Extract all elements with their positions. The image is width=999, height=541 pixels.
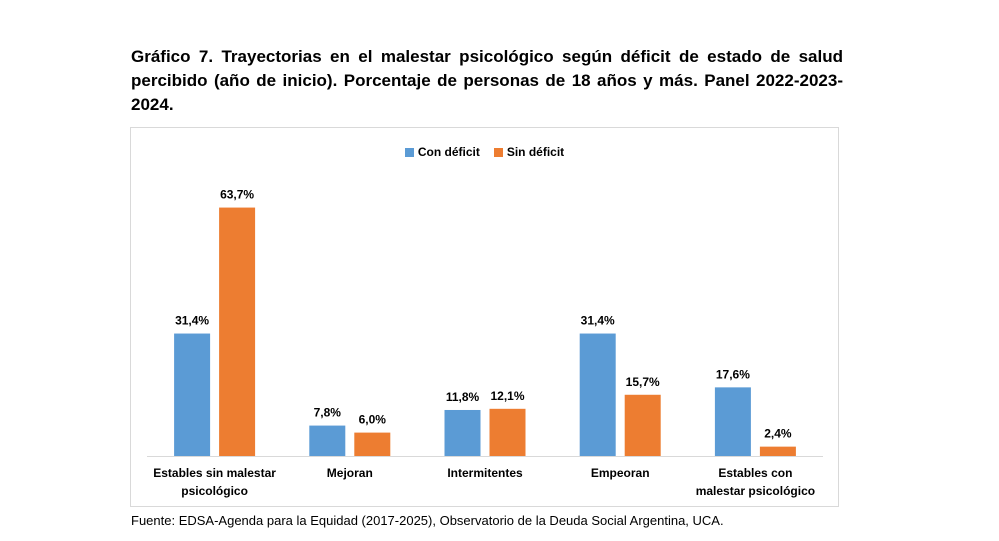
bar-con-deficit-0 — [174, 333, 211, 456]
category-label-0-line-0: Estables sin malestar — [153, 466, 276, 480]
bar-sin-deficit-0 — [219, 207, 256, 456]
data-label-sin-deficit-1: 6,0% — [359, 413, 387, 427]
chart-frame: Con déficit Sin déficit 31,4% 63,7% Establ… — [130, 127, 839, 507]
bar-con-deficit-1 — [309, 425, 346, 456]
legend-swatch-sin-deficit — [493, 147, 503, 157]
data-label-con-deficit-1: 7,8% — [314, 406, 342, 420]
bar-con-deficit-4 — [714, 387, 751, 456]
category-label-3-line-0: Empeoran — [591, 466, 650, 480]
data-label-con-deficit-2: 11,8% — [446, 390, 480, 404]
legend-item-con-deficit: Con déficit — [404, 145, 480, 159]
bar-con-deficit-3 — [579, 333, 616, 456]
data-label-sin-deficit-0: 63,7% — [220, 188, 254, 202]
bar-sin-deficit-3 — [624, 394, 661, 456]
legend: Con déficit Sin déficit — [131, 145, 838, 159]
legend-label-sin-deficit: Sin déficit — [506, 145, 565, 159]
legend-swatch-con-deficit — [404, 147, 414, 157]
category-label-2-line-0: Intermitentes — [447, 466, 523, 480]
bar-sin-deficit-1 — [354, 432, 391, 456]
data-label-sin-deficit-2: 12,1% — [490, 389, 524, 403]
data-label-sin-deficit-4: 2,4% — [764, 427, 792, 441]
legend-label-con-deficit: Con déficit — [417, 145, 480, 159]
data-label-con-deficit-4: 17,6% — [716, 367, 750, 381]
bar-sin-deficit-2 — [489, 408, 526, 456]
chart-title: Gráfico 7. Trayectorias en el malestar p… — [131, 47, 843, 114]
category-label-0-line-1: psicológico — [181, 484, 248, 498]
data-label-sin-deficit-3: 15,7% — [626, 375, 660, 389]
source-note: Fuente: EDSA-Agenda para la Equidad (201… — [131, 513, 724, 528]
data-label-con-deficit-3: 31,4% — [581, 314, 615, 328]
bar-sin-deficit-4 — [759, 446, 796, 456]
data-label-con-deficit-0: 31,4% — [175, 314, 209, 328]
category-label-4-line-0: Estables con — [718, 466, 792, 480]
category-label-4-line-1: malestar psicológico — [696, 484, 815, 498]
legend-item-sin-deficit: Sin déficit — [493, 145, 565, 159]
bar-chart-plot: 31,4% 63,7% Estables sin malestar psicológi… — [147, 188, 823, 498]
bar-con-deficit-2 — [444, 409, 481, 456]
category-label-1-line-0: Mejoran — [327, 466, 373, 480]
